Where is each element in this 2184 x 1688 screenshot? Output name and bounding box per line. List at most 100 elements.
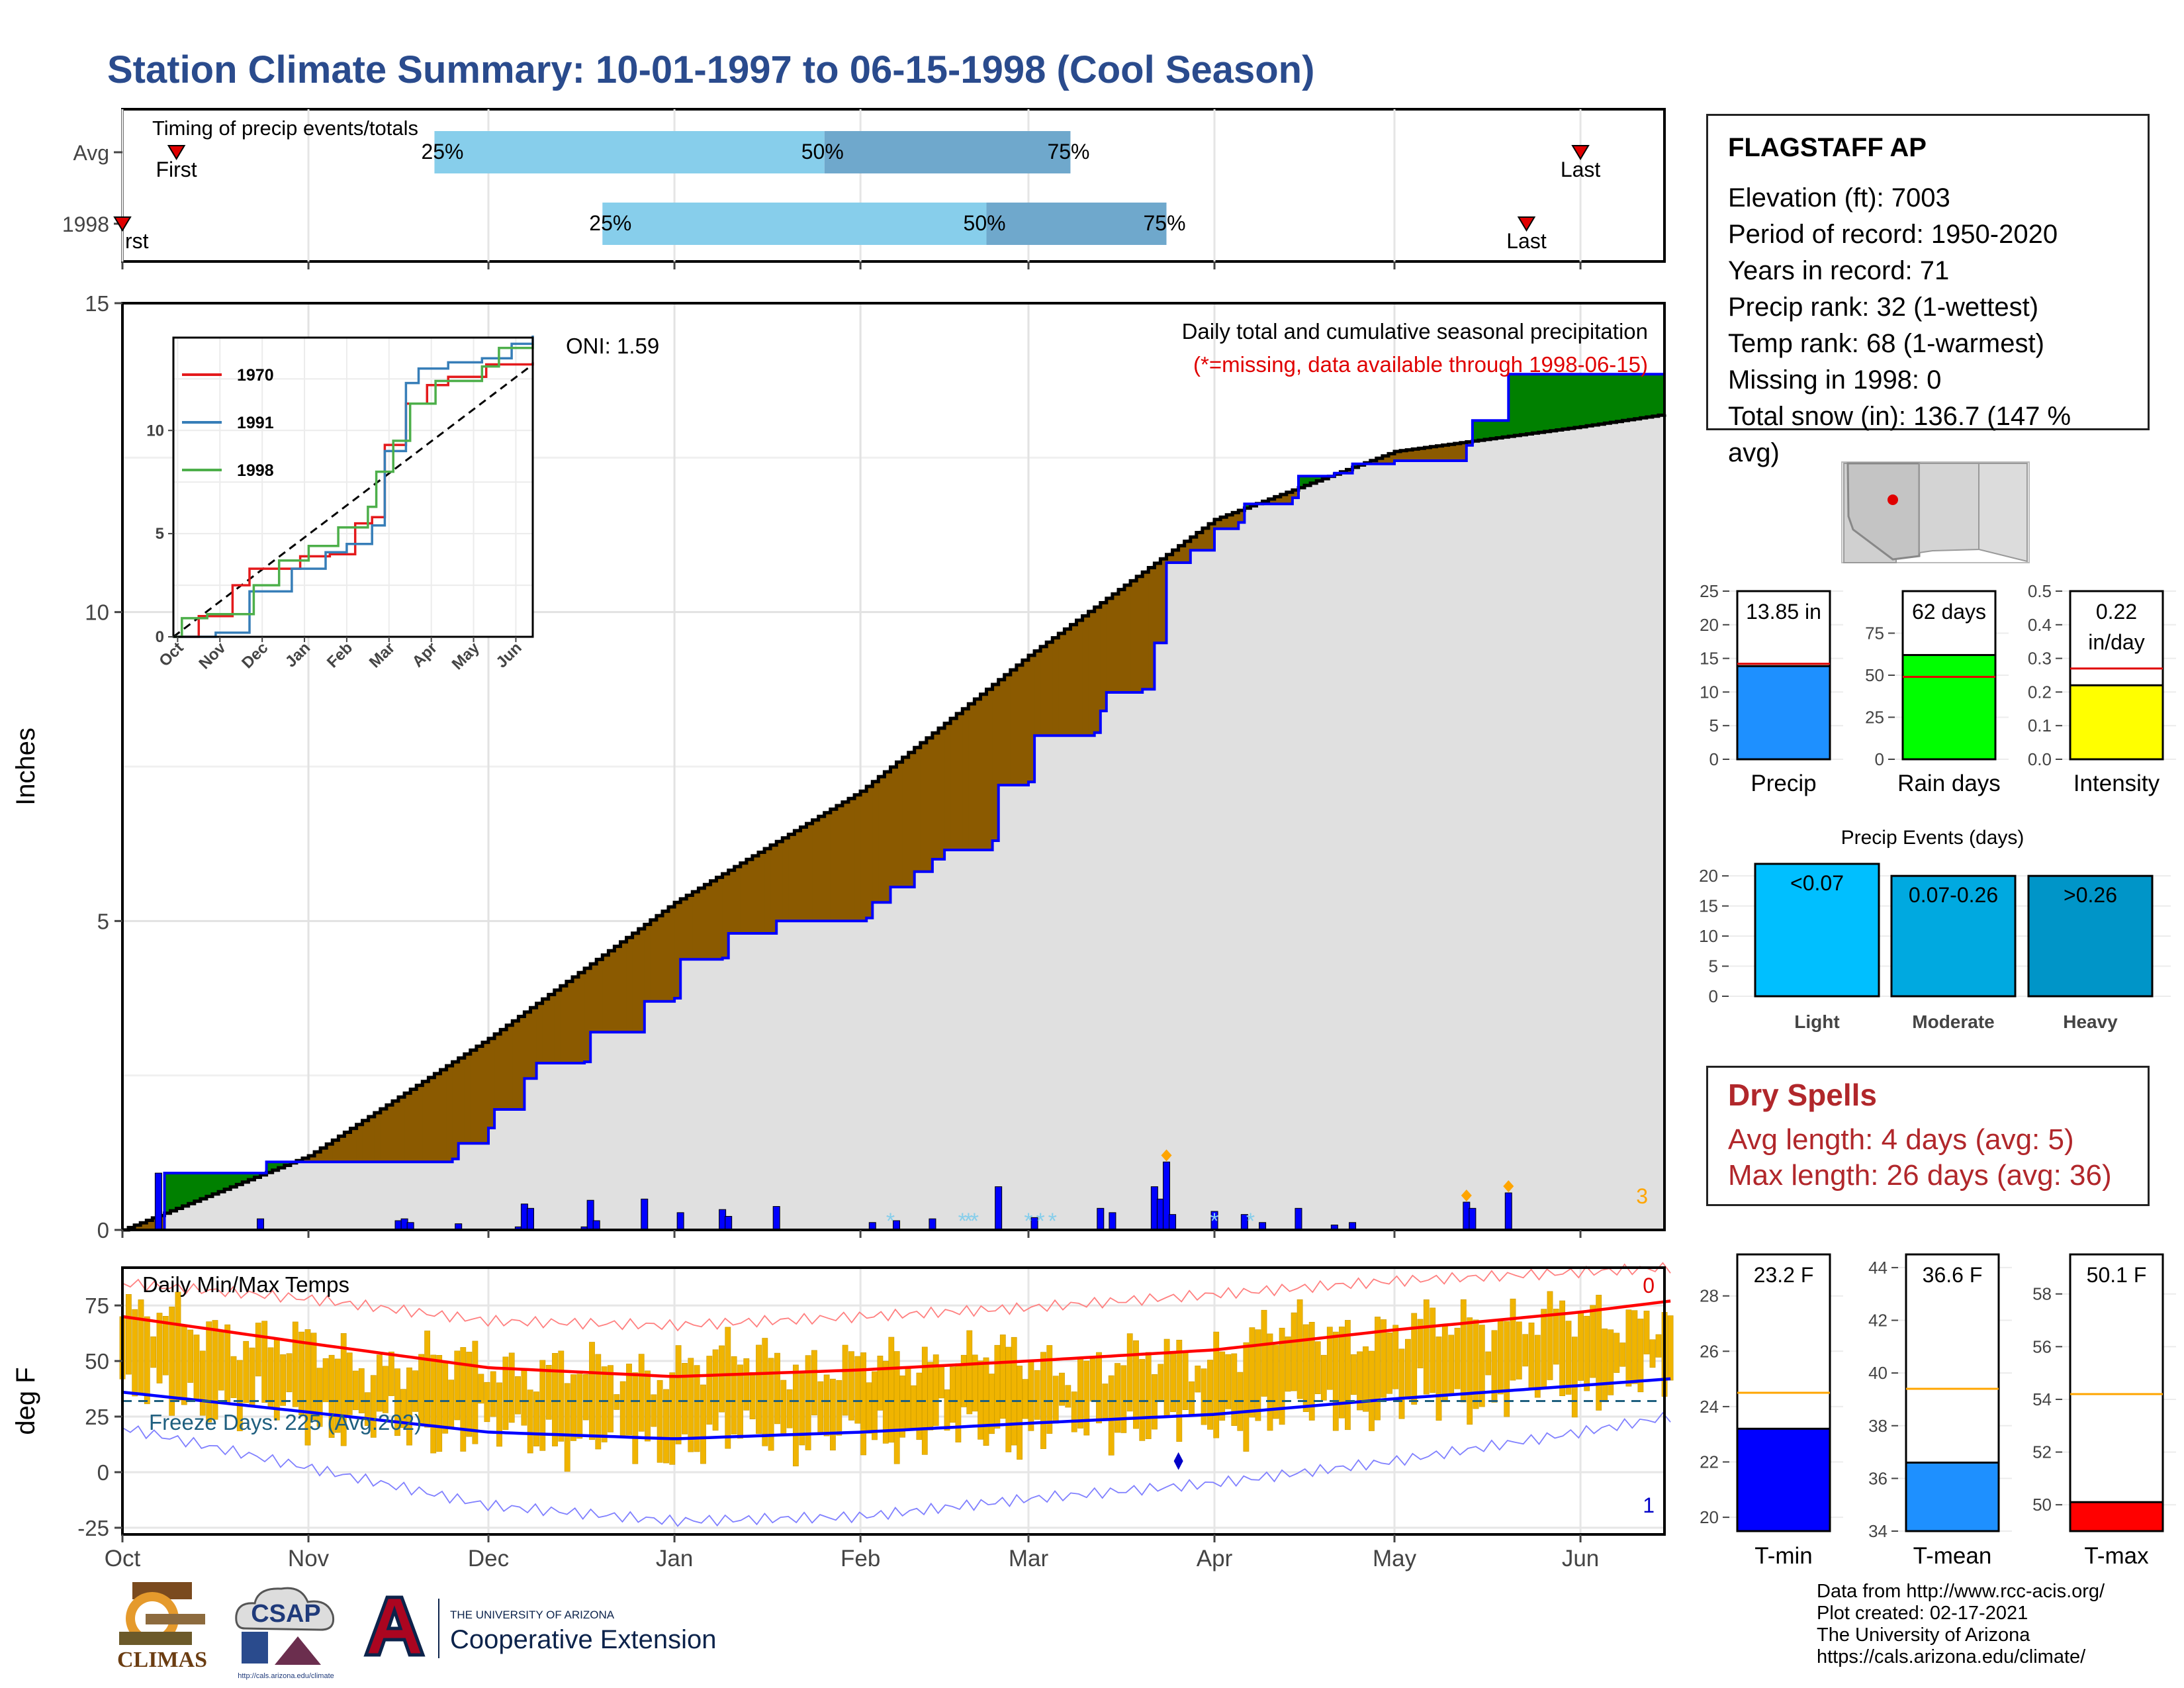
deficit-fill xyxy=(650,919,657,1002)
deficit-fill xyxy=(338,1136,345,1162)
deficit-fill xyxy=(812,820,819,921)
daily-temp-bar xyxy=(1126,1333,1133,1412)
deficit-fill xyxy=(344,1132,351,1162)
daily-temp-bar xyxy=(675,1345,682,1444)
daily-temp-bar xyxy=(1213,1331,1220,1438)
timing-bar-q25-q50 xyxy=(602,203,987,245)
precip-summary-value-text: 62 days xyxy=(1912,600,1986,624)
timing-last-label: Last xyxy=(1561,158,1601,181)
daily-temp-bar xyxy=(527,1389,533,1454)
daily-temp-bar xyxy=(1267,1333,1273,1431)
daily-temp-bar xyxy=(448,1380,455,1429)
daily-temp-bar xyxy=(731,1356,737,1434)
temp-summary-y-tick-label: 54 xyxy=(2032,1389,2052,1409)
deficit-fill xyxy=(656,915,663,1002)
deficit-fill xyxy=(776,841,783,921)
temp-summary-panel-label: T-max xyxy=(2084,1543,2149,1569)
daily-precip-bar xyxy=(1463,1201,1471,1231)
deficit-fill xyxy=(1028,655,1035,782)
daily-temp-bar xyxy=(944,1389,950,1431)
surplus-fill xyxy=(1604,374,1611,424)
surplus-fill xyxy=(1550,374,1557,431)
surplus-fill xyxy=(248,1173,255,1180)
precip-summary-y-tick-label: 25 xyxy=(1700,581,1719,601)
daily-temp-bar xyxy=(1261,1309,1267,1397)
surplus-fill xyxy=(182,1173,189,1206)
precip-events-title: Precip Events (days) xyxy=(1841,827,2025,849)
daily-temp-bar xyxy=(364,1392,371,1427)
daily-temp-bar xyxy=(1448,1335,1455,1394)
deficit-fill xyxy=(692,892,699,960)
station-info-box: FLAGSTAFF AP Elevation (ft): 7003 Period… xyxy=(1706,114,2150,467)
daily-precip-bar xyxy=(586,1199,594,1231)
deficit-fill xyxy=(398,1097,405,1162)
ua-big-text: Cooperative Extension xyxy=(450,1625,716,1654)
precip-summary-panel-label: Intensity xyxy=(2073,771,2160,796)
deficit-fill xyxy=(1394,451,1401,461)
temp-summary-panel-label: T-min xyxy=(1754,1543,1813,1569)
deficit-fill xyxy=(680,898,687,960)
daily-temp-bar xyxy=(725,1327,731,1449)
temp-summary-y-tick-label: 42 xyxy=(1868,1311,1888,1331)
precip-summary-y-tick-label: 50 xyxy=(1865,665,1884,685)
temp-x-tick-label: Apr xyxy=(1197,1546,1233,1571)
surplus-fill xyxy=(1646,374,1653,417)
daily-temp-bar xyxy=(230,1356,237,1398)
daily-temp-bar xyxy=(950,1366,956,1423)
daily-temp-bar xyxy=(1479,1325,1485,1407)
deficit-fill xyxy=(1010,670,1017,785)
inset-series-line xyxy=(173,344,534,638)
daily-temp-bar xyxy=(1643,1311,1650,1354)
daily-temp-bar xyxy=(836,1380,842,1436)
temp-summary-y-tick-label: 58 xyxy=(2032,1284,2052,1304)
daily-temp-bar xyxy=(866,1382,872,1434)
daily-temp-bar xyxy=(1201,1368,1207,1425)
deficit-fill xyxy=(476,1046,483,1144)
daily-temp-bar xyxy=(1423,1299,1430,1395)
daily-temp-bar xyxy=(638,1354,645,1432)
daily-temp-bar xyxy=(1326,1327,1333,1390)
daily-temp-bar xyxy=(1022,1379,1028,1419)
daily-temp-bar xyxy=(1195,1366,1201,1393)
daily-temp-bar xyxy=(126,1294,132,1375)
daily-precip-bar xyxy=(719,1209,727,1231)
daily-temp-bar xyxy=(442,1362,449,1434)
timing-bar-q50-q75 xyxy=(824,131,1071,173)
inset-legend-label: 1998 xyxy=(237,461,274,480)
timing-q25-label: 25% xyxy=(421,140,463,164)
info-line-missing: Missing in 1998: 0 xyxy=(1728,365,1942,395)
daily-temp-bar xyxy=(842,1344,848,1416)
events-bar-label: >0.26 xyxy=(2064,883,2117,907)
daily-temp-bar xyxy=(1553,1309,1559,1365)
deficit-fill xyxy=(542,999,549,1063)
deficit-fill xyxy=(524,1011,531,1079)
daily-temp-bar xyxy=(1285,1336,1291,1392)
surplus-fill xyxy=(1610,374,1617,422)
daily-temp-bar xyxy=(848,1351,854,1421)
deficit-fill xyxy=(1124,585,1131,692)
surplus-fill xyxy=(1526,374,1533,434)
daily-temp-bar xyxy=(249,1347,255,1406)
footer-line-univ: The University of Arizona xyxy=(1817,1624,2030,1646)
daily-temp-bar xyxy=(768,1358,774,1451)
precip-summary-y-tick-label: 75 xyxy=(1865,624,1884,643)
deficit-fill xyxy=(842,802,849,921)
deficit-fill xyxy=(464,1054,471,1144)
deficit-fill xyxy=(764,849,771,933)
deficit-fill xyxy=(1088,611,1095,736)
deficit-fill xyxy=(482,1042,489,1144)
events-category-label: Heavy xyxy=(2063,1011,2118,1032)
precip-summary-y-tick-label: 0.2 xyxy=(2028,682,2052,702)
deficit-fill xyxy=(1202,528,1209,551)
deficit-fill xyxy=(368,1116,375,1162)
deficit-fill xyxy=(752,855,759,933)
temp-summary-panel-frame xyxy=(2069,1253,2164,1532)
surplus-fill xyxy=(1562,374,1569,430)
deficit-fill xyxy=(1178,545,1185,563)
deficit-fill xyxy=(992,684,999,841)
precip-summary-y-tick-label: 0.5 xyxy=(2028,581,2052,601)
daily-temp-bar xyxy=(340,1333,347,1446)
surplus-fill xyxy=(278,1162,285,1168)
daily-temp-bar xyxy=(286,1353,293,1393)
timing-last-label: Last xyxy=(1506,229,1547,253)
